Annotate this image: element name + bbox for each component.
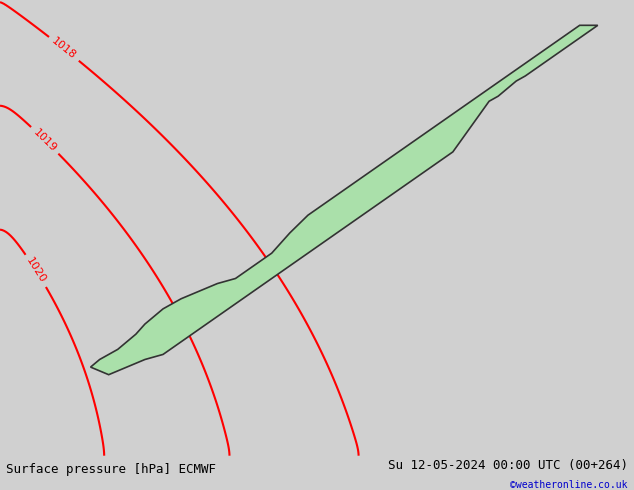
Text: 1018: 1018: [50, 36, 78, 61]
Text: Su 12-05-2024 00:00 UTC (00+264): Su 12-05-2024 00:00 UTC (00+264): [387, 460, 628, 472]
Text: 1020: 1020: [24, 256, 48, 285]
Polygon shape: [91, 25, 598, 375]
Text: ©weatheronline.co.uk: ©weatheronline.co.uk: [510, 480, 628, 490]
Text: 1019: 1019: [31, 127, 58, 153]
Text: Surface pressure [hPa] ECMWF: Surface pressure [hPa] ECMWF: [6, 463, 216, 476]
